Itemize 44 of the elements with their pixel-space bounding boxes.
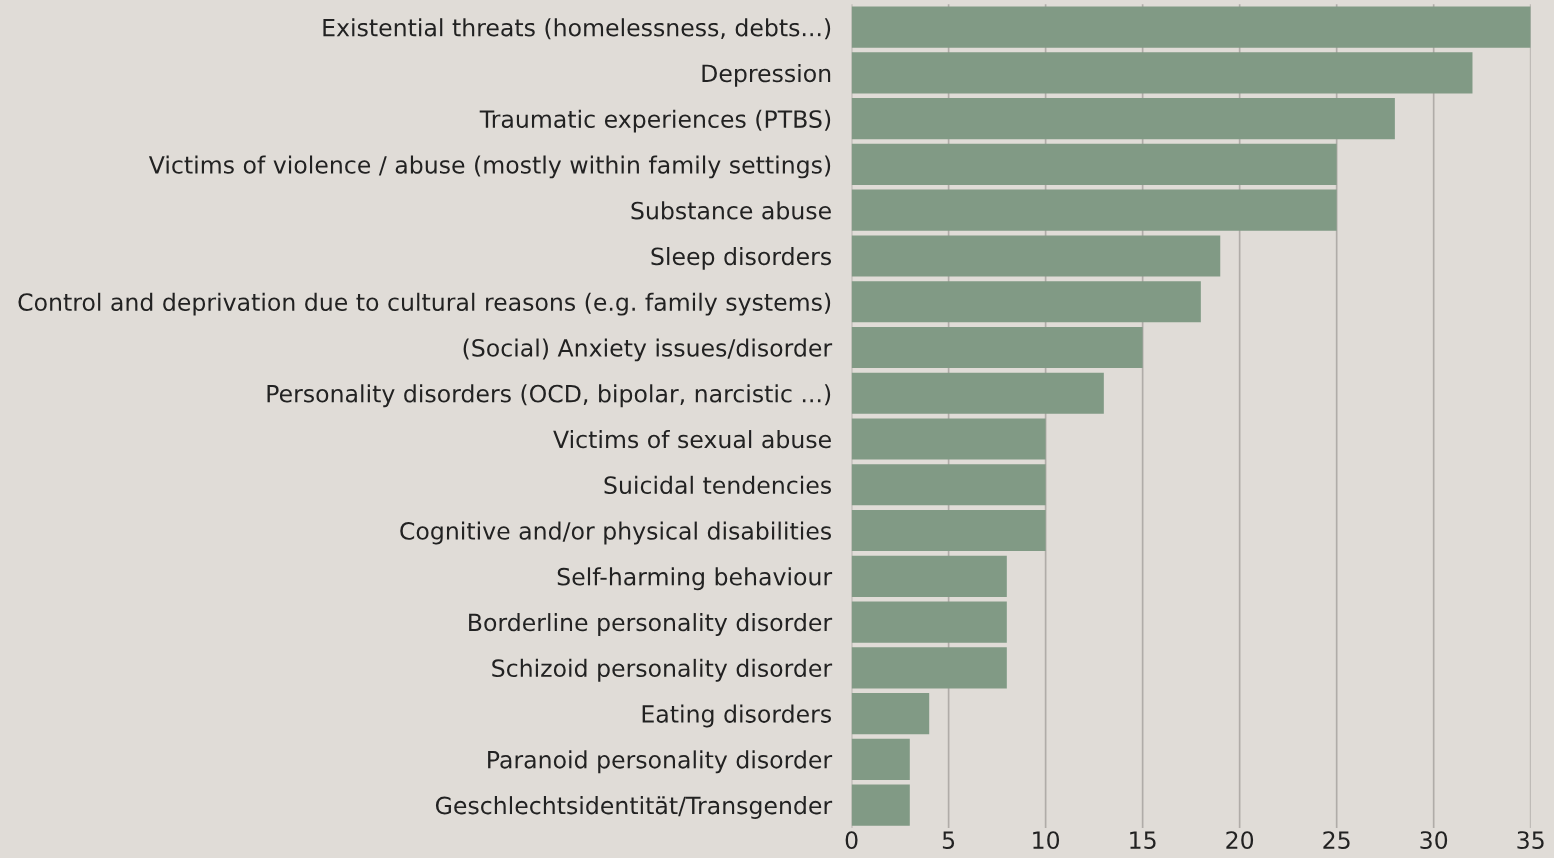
bar xyxy=(851,555,1007,597)
y-tick-label: Geschlechtsidentität/Transgender xyxy=(435,796,833,819)
y-tick-label: Schizoid personality disorder xyxy=(492,658,833,682)
bar xyxy=(851,601,1007,643)
y-tick-label: Personality disorders (OCD, bipolar, narcistic ...) xyxy=(267,384,831,408)
y-tick-label: Victims of violence / abuse (mostly within family settings) xyxy=(148,155,831,179)
bar xyxy=(851,281,1201,323)
y-tick-label: Control and deprivation due to cultural reasons (e.g. family systems) xyxy=(18,292,831,316)
bar xyxy=(851,509,1046,552)
x-tick-label: 10 xyxy=(1033,831,1060,850)
y-tick-label: Borderline personality disorder xyxy=(469,613,833,636)
x-tick-label: 5 xyxy=(942,831,955,850)
bar xyxy=(851,235,1221,277)
y-tick-label: (Social) Anxiety issues/disorder xyxy=(463,338,833,362)
bar xyxy=(851,189,1337,231)
bar xyxy=(851,692,930,735)
x-tick-label: 30 xyxy=(1420,831,1448,850)
bar xyxy=(851,326,1143,369)
y-tick-label: Substance abuse xyxy=(631,201,831,220)
bar xyxy=(851,372,1104,414)
x-tick-label: 20 xyxy=(1226,831,1254,850)
bar xyxy=(851,464,1046,506)
x-tick-label: 15 xyxy=(1130,831,1156,850)
y-tick-label: Victims of sexual abuse xyxy=(553,430,831,449)
bar xyxy=(851,418,1046,460)
y-tick-label: Paranoid personality disorder xyxy=(488,750,833,774)
y-tick-label: Existential threats (homelessness, debts...) xyxy=(323,18,831,40)
y-tick-label: Self-harming behaviour xyxy=(557,567,833,591)
y-tick-label: Eating disorders xyxy=(642,704,831,728)
x-tick-label: 0 xyxy=(845,831,858,850)
y-tick-label: Depression xyxy=(702,63,831,87)
x-tick-label: 35 xyxy=(1517,831,1544,850)
bar xyxy=(851,52,1473,94)
y-tick-label: Suicidal tendencies xyxy=(604,475,831,495)
bar xyxy=(851,143,1337,186)
bar xyxy=(851,647,1007,689)
x-tick-label: 25 xyxy=(1323,831,1350,850)
y-tick-label: Sleep disorders xyxy=(651,247,831,270)
bar xyxy=(851,738,910,780)
bar xyxy=(851,6,1531,48)
y-tick-label: Traumatic experiences (PTBS) xyxy=(479,109,831,133)
bar xyxy=(851,784,910,826)
bar xyxy=(851,98,1395,140)
y-tick-label: Cognitive and/or physical disabilities xyxy=(400,521,831,545)
